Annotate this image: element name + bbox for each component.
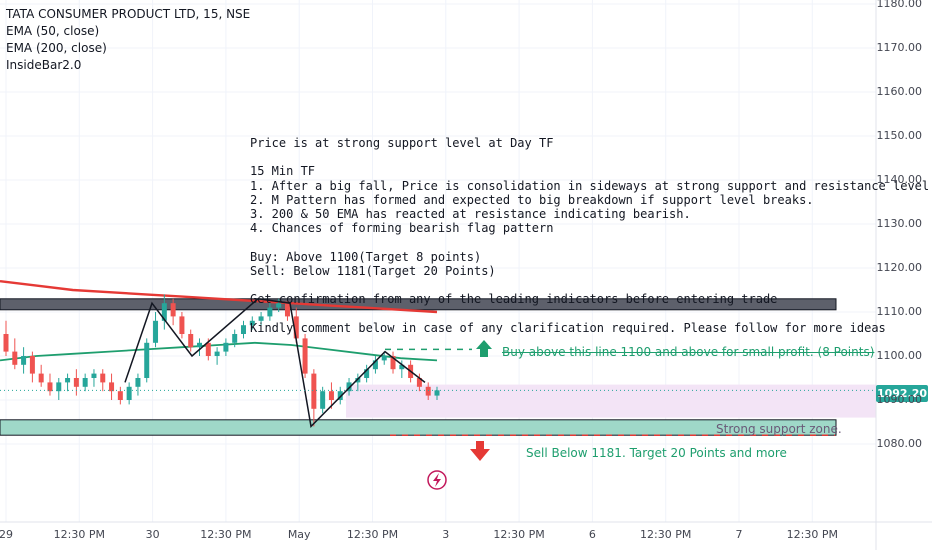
candle-body bbox=[240, 325, 246, 334]
flash-icon[interactable] bbox=[427, 470, 447, 490]
candle-body bbox=[214, 351, 220, 356]
y-tick-label: 1080.00 bbox=[876, 437, 923, 450]
candle-body bbox=[73, 378, 79, 387]
candle-body bbox=[390, 356, 396, 370]
analysis-note[interactable]: Price is at strong support level at Day … bbox=[250, 136, 932, 335]
m-pattern-line bbox=[124, 298, 426, 428]
candle-body bbox=[276, 303, 282, 308]
candle-body bbox=[320, 391, 326, 409]
candle-body bbox=[135, 378, 141, 387]
support-annotation[interactable]: Strong support zone. bbox=[716, 422, 842, 436]
ema50-line bbox=[0, 341, 438, 362]
candle-body bbox=[188, 334, 194, 348]
symbol-title[interactable]: TATA CONSUMER PRODUCT LTD, 15, NSE bbox=[6, 7, 251, 21]
buy-annotation[interactable]: Buy above this line 1100 and above for s… bbox=[502, 345, 875, 359]
candle-body bbox=[205, 342, 211, 356]
candle-body bbox=[12, 351, 18, 365]
candle-body bbox=[170, 303, 176, 317]
y-tick-label: 1170.00 bbox=[876, 41, 923, 54]
candle-body bbox=[56, 382, 62, 392]
candle-body bbox=[38, 373, 44, 383]
y-tick-label: 1110.00 bbox=[876, 305, 923, 318]
candle-body bbox=[425, 386, 431, 396]
candle-body bbox=[249, 320, 255, 326]
candle-body bbox=[144, 342, 150, 378]
candle-body bbox=[355, 378, 361, 383]
buy-arrow-icon bbox=[476, 340, 492, 357]
candle-body bbox=[65, 378, 71, 383]
candle-body bbox=[258, 316, 264, 321]
x-tick-label: 30 bbox=[145, 528, 160, 541]
candle-body bbox=[364, 369, 370, 378]
candle-body bbox=[284, 303, 290, 317]
candle-body bbox=[82, 378, 88, 387]
candle-body bbox=[100, 373, 106, 383]
sell-arrow-icon bbox=[470, 441, 490, 461]
support-zone[interactable] bbox=[0, 419, 837, 436]
candle-body bbox=[328, 391, 334, 400]
candle-body bbox=[21, 356, 27, 365]
candle-body bbox=[117, 391, 123, 400]
y-tick-label: 1150.00 bbox=[876, 129, 923, 142]
candle-body bbox=[302, 338, 308, 374]
x-tick-label: May bbox=[287, 528, 311, 541]
candle-body bbox=[161, 303, 167, 321]
candle-body bbox=[91, 373, 97, 378]
sell-annotation[interactable]: Sell Below 1181. Target 20 Points and mo… bbox=[526, 446, 787, 460]
x-tick-label: 12:30 PM bbox=[640, 528, 692, 541]
candle-body bbox=[223, 342, 229, 352]
x-tick-label: 12:30 PM bbox=[346, 528, 399, 541]
candle-body bbox=[434, 390, 440, 396]
ema50-label[interactable]: EMA (50, close) bbox=[6, 24, 100, 38]
candle-body bbox=[346, 382, 352, 392]
y-tick-label: 1100.00 bbox=[876, 349, 923, 362]
consolidation-range-zone bbox=[346, 384, 876, 418]
candle-body bbox=[399, 364, 405, 370]
candle-body bbox=[372, 360, 378, 370]
x-tick-label: 6 bbox=[588, 528, 596, 541]
x-tick-label: 29 bbox=[0, 528, 13, 541]
x-tick-label: 12:30 PM bbox=[786, 528, 838, 541]
candle-body bbox=[126, 386, 132, 400]
x-tick-label: 12:30 PM bbox=[53, 528, 105, 541]
y-tick-label: 1140.00 bbox=[876, 173, 923, 186]
candle-body bbox=[153, 320, 159, 343]
candle-body bbox=[311, 373, 317, 409]
candle-body bbox=[267, 307, 273, 317]
ema200-label[interactable]: EMA (200, close) bbox=[6, 41, 107, 55]
candle-body bbox=[47, 382, 53, 392]
candle-body bbox=[232, 334, 238, 343]
x-tick-label: 3 bbox=[442, 528, 450, 541]
y-tick-label: 1130.00 bbox=[876, 217, 923, 230]
candle-body bbox=[109, 382, 115, 392]
candle-body bbox=[416, 378, 422, 387]
y-tick-label: 1160.00 bbox=[876, 85, 923, 98]
candle-body bbox=[179, 316, 185, 334]
current-price-tag: 1092.20 bbox=[876, 385, 928, 402]
x-tick-label: 12:30 PM bbox=[200, 528, 252, 541]
chart-legend: TATA CONSUMER PRODUCT LTD, 15, NSE EMA (… bbox=[6, 6, 250, 74]
x-tick-label: 7 bbox=[735, 528, 743, 541]
ema200-line bbox=[0, 280, 438, 314]
candle-body bbox=[337, 391, 343, 400]
y-tick-label: 1180.00 bbox=[876, 0, 923, 10]
candle-body bbox=[381, 356, 387, 361]
y-tick-label: 1090.00 bbox=[876, 393, 923, 406]
candle-body bbox=[3, 334, 9, 352]
candle-body bbox=[197, 342, 203, 348]
y-tick-label: 1120.00 bbox=[876, 261, 923, 274]
x-tick-label: 12:30 PM bbox=[493, 528, 545, 541]
candle-body bbox=[293, 316, 299, 339]
indicator-label[interactable]: InsideBar2.0 bbox=[6, 58, 82, 72]
candle-body bbox=[29, 356, 35, 374]
